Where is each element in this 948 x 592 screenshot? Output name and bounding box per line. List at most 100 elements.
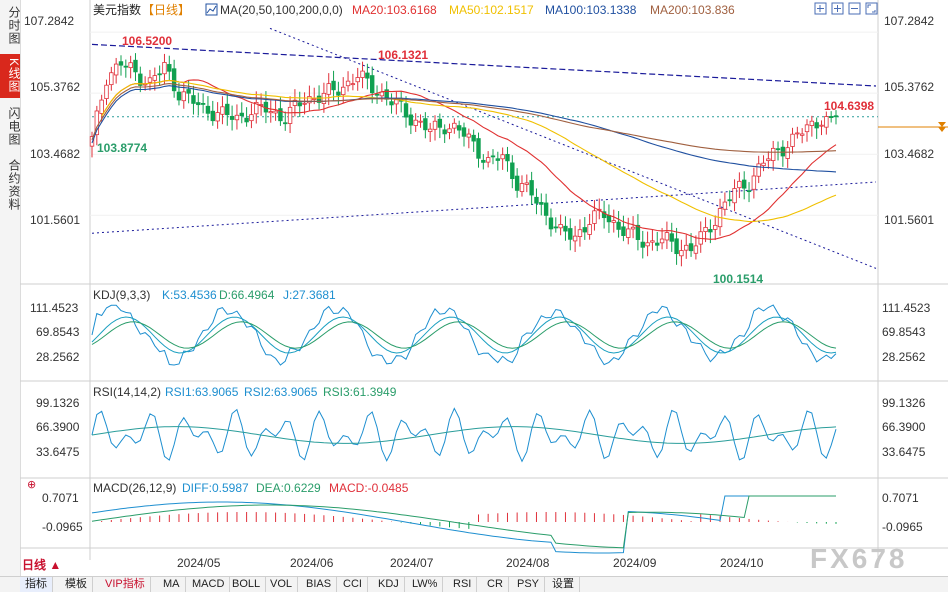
ma100-line (91, 85, 837, 173)
kdj-axis-right-2: 28.2562 (882, 350, 926, 364)
macd-axis-right-1: -0.0965 (882, 520, 923, 534)
candle-body (563, 225, 568, 232)
rsi-axis-right-1: 66.3900 (882, 420, 926, 434)
last-price-arrow-icon (938, 122, 946, 127)
candle-body (147, 77, 153, 83)
candle-body (795, 132, 800, 135)
candle-body (104, 84, 109, 99)
rsi2-value: RSI2:63.9065 (244, 385, 318, 399)
candle-body (113, 63, 119, 76)
candle-body (370, 75, 375, 94)
candle-body (664, 232, 670, 241)
candle-body (432, 120, 438, 130)
candle-body (89, 136, 95, 147)
candle-body (500, 154, 505, 160)
candle-body (162, 62, 167, 75)
ma50-value: MA50:102.1517 (449, 3, 534, 17)
candle-body (626, 228, 631, 238)
candle-body (312, 98, 317, 100)
candle-body (727, 199, 732, 202)
period-selector-button[interactable]: 日线 ▲ (22, 558, 62, 572)
price-legend: 美元指数 【日线】 MA(20,50,100,200,0,0) MA20:103… (93, 2, 735, 17)
candle-body (742, 179, 747, 189)
macd-dea-line (91, 495, 836, 549)
candle-body (341, 86, 346, 96)
candle-body (302, 102, 307, 105)
side-tab-flash[interactable]: 闪电图 (7, 106, 21, 146)
toolbar-psy[interactable]: PSY (512, 577, 546, 592)
candle-body (191, 95, 196, 104)
candle-body (669, 233, 674, 242)
candle-body (790, 133, 795, 147)
candle-body (577, 229, 583, 237)
kdj-k-line (91, 316, 837, 354)
kdj-j-line (91, 304, 837, 366)
candle-body (128, 62, 133, 69)
indicator-settings-icon[interactable] (205, 3, 218, 16)
candle-body (568, 228, 573, 240)
side-tab-timeshare[interactable]: 分时图 (7, 5, 21, 45)
toolbar-settings[interactable]: 设置 (547, 577, 580, 592)
macd-label: MACD(26,12,9) (93, 481, 176, 495)
candle-body (437, 118, 443, 128)
toolbar-boll[interactable]: BOLL (227, 577, 267, 592)
candle-body (307, 96, 312, 104)
crosshair-icon[interactable] (814, 2, 827, 15)
toolbar-cci[interactable]: CCI (338, 577, 368, 592)
toolbar-indicator[interactable]: 指标 (20, 577, 53, 592)
candle-body (418, 120, 423, 123)
side-tab-contract[interactable]: 合约资料 (7, 159, 21, 211)
zoom-out-icon[interactable] (848, 2, 861, 15)
toolbar-bias[interactable]: BIAS (301, 577, 338, 592)
candle-body (645, 242, 650, 247)
candle-body (819, 124, 824, 127)
time-axis: 2024/05 2024/06 2024/07 2024/08 2024/09 … (177, 556, 764, 570)
toolbar-kdj[interactable]: KDJ (373, 577, 405, 592)
candle-body (447, 128, 452, 133)
toolbar-lw[interactable]: LW% (407, 577, 444, 592)
zoom-in-icon[interactable] (831, 2, 844, 15)
candle-body (220, 106, 225, 115)
price-axis-right-3: 101.5601 (884, 213, 934, 227)
price-axis-left-2: 103.4682 (30, 147, 80, 161)
candle-body (94, 110, 100, 136)
moving-average-lines (91, 79, 837, 240)
side-tab-kline[interactable]: K线图 (0, 54, 21, 98)
toolbar-vip-indicator[interactable]: VIP指标 (100, 577, 151, 592)
candle-body (833, 115, 839, 118)
ma50-line (101, 79, 837, 223)
macd-legend: ⊕ MACD(26,12,9) DIFF:0.5987 DEA:0.6229 M… (27, 479, 923, 534)
candle-body (548, 217, 554, 230)
descending-trendline (269, 27, 877, 269)
fullscreen-icon[interactable] (865, 2, 878, 15)
candle-body (471, 134, 476, 142)
macd-axis-1: -0.0965 (42, 520, 83, 534)
candle-body (732, 188, 737, 204)
macd-settings-icon[interactable]: ⊕ (27, 479, 36, 491)
window-controls (814, 2, 878, 15)
candle-body (273, 110, 278, 114)
candle-body (814, 122, 819, 129)
toolbar-cr[interactable]: CR (482, 577, 509, 592)
month-label-4: 2024/09 (613, 556, 657, 570)
candle-body (123, 65, 129, 68)
last-price-marker (878, 122, 948, 132)
candle-body (239, 112, 244, 117)
candle-body (592, 210, 597, 224)
rsi1-line (91, 407, 837, 463)
instrument-title: 美元指数 (93, 2, 141, 17)
price-axis-right-0: 107.2842 (884, 14, 934, 28)
toolbar-template[interactable]: 模板 (60, 577, 93, 592)
toolbar-rsi[interactable]: RSI (448, 577, 478, 592)
toolbar-ma[interactable]: MA (158, 577, 186, 592)
candle-body (655, 242, 660, 246)
panel-frames (20, 0, 948, 560)
toolbar-vol[interactable]: VOL (265, 577, 299, 592)
candle-body (466, 133, 472, 138)
candle-body (572, 235, 578, 242)
candle-body (292, 99, 298, 106)
candle-body (804, 124, 810, 133)
toolbar-macd[interactable]: MACD (187, 577, 231, 592)
